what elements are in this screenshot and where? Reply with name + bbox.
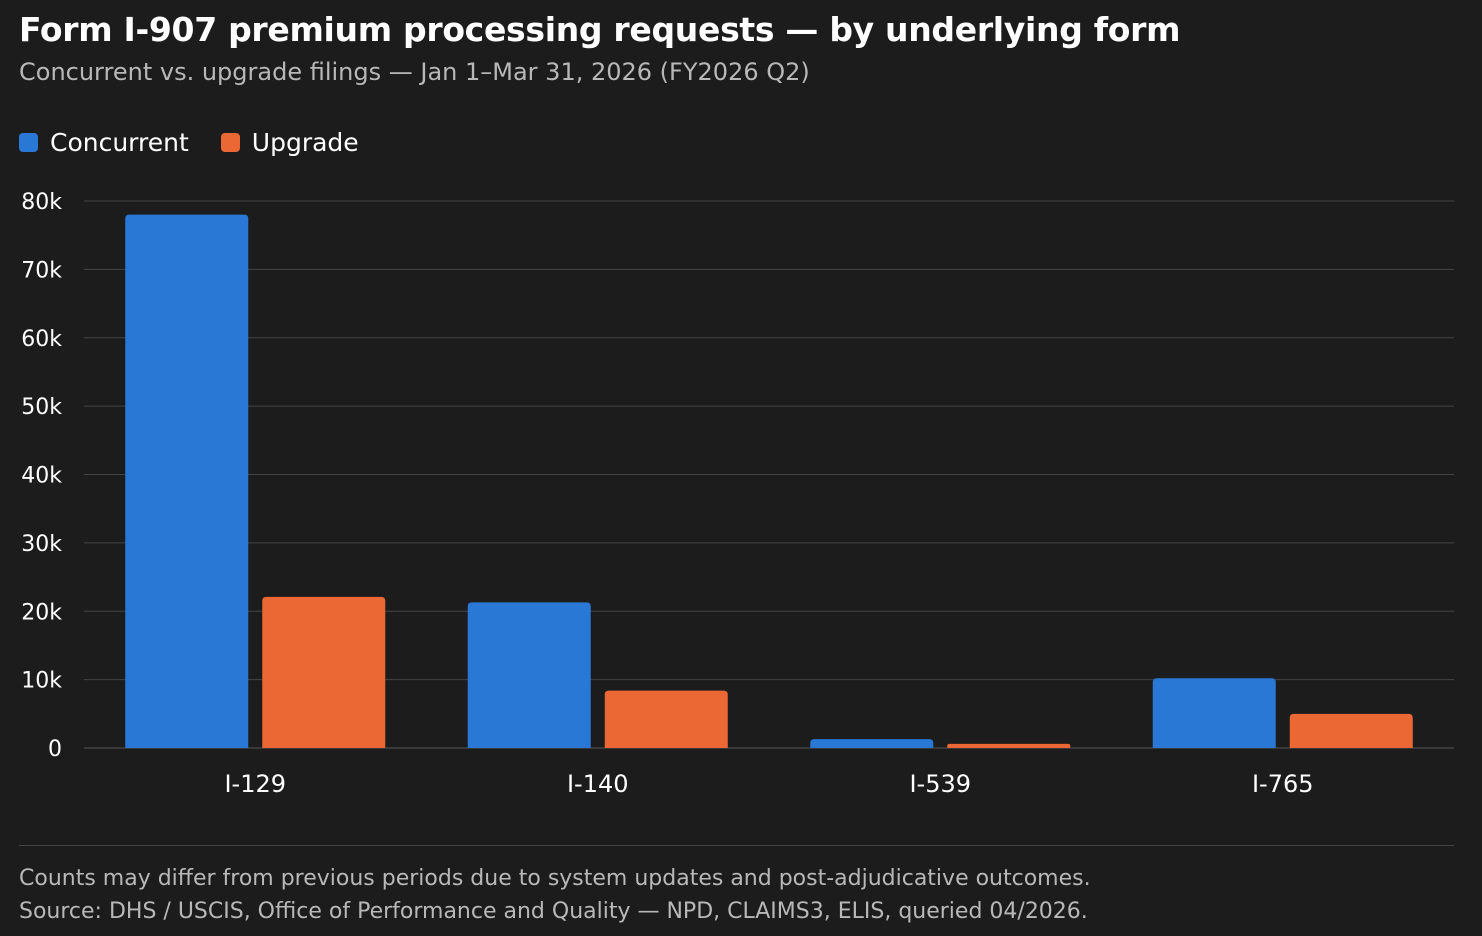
bar-upgrade-i-140 [604,690,728,748]
legend-swatch-concurrent [19,133,38,152]
y-tick-label: 60k [21,327,62,352]
chart-title: Form I-907 premium processing requests —… [19,10,1181,49]
legend-label-concurrent: Concurrent [50,128,189,157]
bar-concurrent-i-129 [125,214,249,749]
bar-upgrade-i-765 [1289,713,1413,748]
footer-divider [19,845,1454,846]
x-tick-label: I-129 [224,770,286,798]
y-tick-label: 40k [21,464,62,489]
x-tick-label: I-140 [567,770,629,798]
bar-upgrade-i-129 [262,596,386,748]
y-tick-label: 10k [21,669,62,694]
y-tick-label: 30k [21,532,62,557]
x-tick-label: I-539 [909,770,971,798]
x-tick-label: I-765 [1252,770,1314,798]
y-tick-label: 50k [21,395,62,420]
bar-concurrent-i-539 [810,739,934,748]
y-tick-label: 70k [21,258,62,283]
chart-legend: Concurrent Upgrade [19,128,391,157]
y-tick-label: 80k [21,190,62,215]
legend-label-upgrade: Upgrade [251,128,359,157]
y-tick-label: 0 [48,737,62,762]
legend-item-concurrent: Concurrent [19,128,189,157]
bar-upgrade-i-539 [947,743,1071,748]
footnote-disclaimer: Counts may differ from previous periods … [19,866,1091,891]
bar-concurrent-i-765 [1152,678,1276,748]
legend-swatch-upgrade [220,133,240,152]
bar-concurrent-i-140 [467,602,591,748]
y-tick-label: 20k [21,600,62,625]
footnote-source: Source: DHS / USCIS, Office of Performan… [19,899,1088,924]
chart-subtitle: Concurrent vs. upgrade filings — Jan 1–M… [19,58,810,86]
legend-item-upgrade: Upgrade [220,128,359,157]
bar-chart-plot: 0 10k 20k 30k 40k 50k 60k 70k 80k I-129 I-140 I-539… [21,190,1454,798]
